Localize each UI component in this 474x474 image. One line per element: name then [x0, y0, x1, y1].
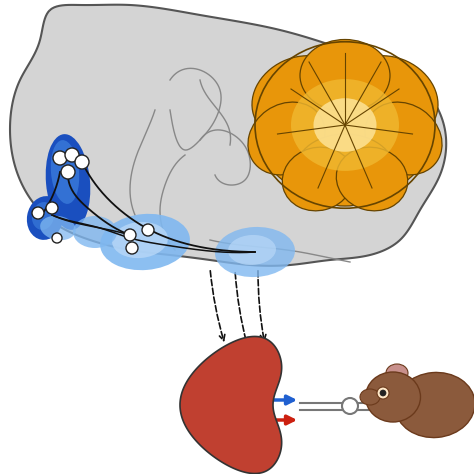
Ellipse shape — [51, 140, 79, 204]
Ellipse shape — [73, 216, 117, 248]
Ellipse shape — [215, 227, 295, 277]
Ellipse shape — [295, 134, 394, 206]
Ellipse shape — [395, 373, 474, 438]
Circle shape — [380, 390, 386, 396]
Circle shape — [342, 398, 358, 414]
Circle shape — [65, 148, 79, 162]
Circle shape — [142, 224, 154, 236]
Circle shape — [126, 242, 138, 254]
Ellipse shape — [112, 222, 168, 258]
Ellipse shape — [360, 389, 380, 405]
Circle shape — [53, 151, 67, 165]
Ellipse shape — [100, 214, 190, 270]
Ellipse shape — [27, 196, 63, 240]
Ellipse shape — [248, 102, 325, 175]
Ellipse shape — [365, 372, 420, 422]
Ellipse shape — [342, 56, 438, 140]
Ellipse shape — [255, 48, 435, 201]
Ellipse shape — [283, 147, 354, 211]
Ellipse shape — [228, 235, 276, 265]
Circle shape — [46, 202, 58, 214]
Polygon shape — [10, 5, 446, 266]
Circle shape — [377, 387, 389, 399]
Ellipse shape — [336, 147, 408, 211]
Ellipse shape — [46, 134, 91, 230]
Polygon shape — [180, 337, 282, 474]
Circle shape — [32, 207, 44, 219]
Circle shape — [61, 165, 75, 179]
Ellipse shape — [365, 102, 442, 175]
Ellipse shape — [40, 216, 76, 240]
Ellipse shape — [252, 56, 348, 140]
Circle shape — [75, 155, 89, 169]
Ellipse shape — [313, 98, 376, 152]
Ellipse shape — [32, 202, 54, 230]
Circle shape — [52, 233, 62, 243]
Ellipse shape — [291, 79, 399, 171]
Ellipse shape — [300, 39, 390, 111]
Circle shape — [124, 229, 136, 241]
Ellipse shape — [386, 364, 408, 382]
